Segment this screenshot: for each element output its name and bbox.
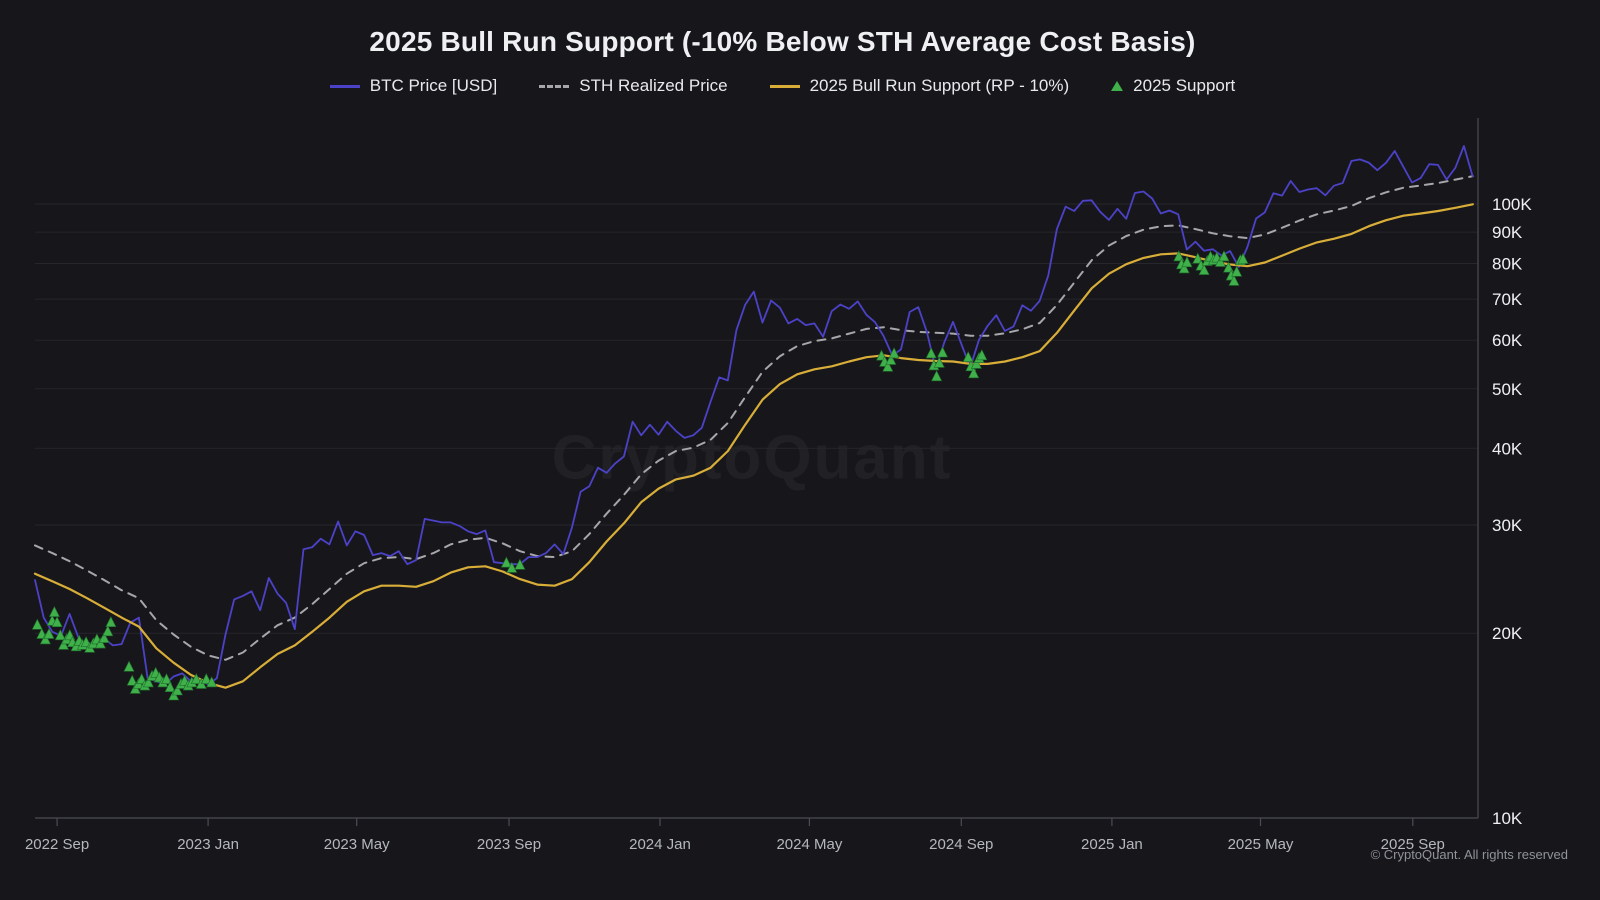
- x-tick-label: 2024 Sep: [929, 836, 993, 853]
- y-tick-label: 80K: [1492, 255, 1523, 274]
- x-tick-label: 2025 May: [1228, 836, 1294, 853]
- legend-item-bull-run-support[interactable]: 2025 Bull Run Support (RP - 10%): [769, 76, 1070, 96]
- sth-realized-price-dashed-line-icon: [539, 84, 570, 88]
- 2025-support-marker: [1198, 263, 1210, 275]
- 2025-support-marker: [102, 625, 114, 637]
- 2025-support-marker: [200, 673, 212, 684]
- 2025-support-marker: [1228, 274, 1240, 286]
- 2025-support-marker: [1181, 256, 1193, 268]
- chart-title: 2025 Bull Run Support (-10% Below STH Av…: [369, 26, 1196, 57]
- 2025-support-marker: [514, 558, 526, 570]
- 2025-support-marker: [500, 556, 512, 568]
- 2025-support-marker: [506, 561, 518, 573]
- support-triangle-icon: [1111, 81, 1124, 91]
- 2025-support-marker: [1192, 252, 1204, 264]
- 2025-support-marker: [164, 681, 176, 692]
- legend-label: BTC Price [USD]: [369, 76, 498, 95]
- 2025-support-marker: [190, 673, 202, 684]
- y-tick-label: 100K: [1492, 195, 1532, 214]
- 2025-support-marker: [171, 684, 183, 696]
- y-tick-label: 60K: [1492, 331, 1523, 350]
- legend-item-sth-realized-price[interactable]: STH Realized Price: [539, 76, 728, 96]
- x-tick-label: 2022 Sep: [25, 836, 89, 853]
- x-tick-label: 2025 Jan: [1081, 836, 1143, 853]
- 2025-support-marker: [123, 660, 135, 672]
- 2025-support-marker: [885, 353, 897, 365]
- y-tick-label: 70K: [1492, 290, 1523, 309]
- y-tick-label: 90K: [1492, 223, 1523, 242]
- legend-label: 2025 Bull Run Support (RP - 10%): [809, 76, 1070, 95]
- x-tick-label: 2025 Sep: [1381, 836, 1445, 853]
- y-tick-label: 30K: [1492, 516, 1523, 535]
- y-tick-label: 50K: [1492, 380, 1523, 399]
- 2025-support-marker: [1178, 262, 1190, 274]
- x-tick-label: 2023 Sep: [477, 836, 541, 853]
- 2025-support-marker: [1237, 252, 1249, 264]
- x-tick-label: 2024 May: [776, 836, 842, 853]
- legend-item-2025-support[interactable]: 2025 Support: [1111, 76, 1235, 96]
- 2025-support-marker: [962, 351, 974, 362]
- 2025-support-marker: [925, 347, 937, 359]
- x-tick-label: 2023 Jan: [177, 836, 239, 853]
- 2025-support-marker: [976, 349, 988, 361]
- 2025-support-marker: [43, 627, 55, 639]
- btc-price-usd-series-line: [34, 145, 1474, 686]
- copyright-text: © CryptoQuant. All rights reserved: [1370, 847, 1568, 862]
- bull-run-support-line-icon: [769, 84, 800, 88]
- 2025-support-marker: [39, 633, 51, 645]
- y-tick-label: 40K: [1492, 439, 1523, 458]
- 2025-support-marker: [1231, 265, 1243, 277]
- 2025-support-marker: [31, 618, 43, 630]
- sth-realized-price-series-line: [34, 175, 1474, 661]
- 2025-support-marker: [1218, 250, 1230, 262]
- 2025-support-marker: [933, 356, 945, 368]
- 2025-support-marker: [937, 346, 948, 358]
- 2025-support-marker: [98, 631, 110, 643]
- 2025-support-marker: [105, 616, 117, 627]
- 2025-support-marker: [126, 674, 138, 686]
- 2025-support-marker: [882, 360, 894, 372]
- 2025-support-marker: [1173, 250, 1185, 262]
- x-tick-label: 2023 May: [324, 836, 390, 853]
- 2025-support-marker: [48, 605, 60, 617]
- 2025-support-marker: [161, 673, 172, 684]
- 2025-support-marker: [95, 637, 106, 649]
- 2025-support-marker: [206, 676, 218, 688]
- 2025-support-marker: [142, 676, 154, 688]
- 2025-support-marker: [1223, 261, 1234, 273]
- 2025-support-marker: [931, 370, 943, 382]
- y-tick-label: 10K: [1492, 809, 1523, 828]
- chart-legend: BTC Price [USD] STH Realized Price 2025 …: [0, 76, 1565, 96]
- legend-label: STH Realized Price: [579, 76, 728, 95]
- btc-price-line-icon: [329, 84, 360, 88]
- legend-item-btc-price[interactable]: BTC Price [USD]: [329, 76, 498, 96]
- y-tick-label: 20K: [1492, 624, 1523, 643]
- legend-label: 2025 Support: [1133, 76, 1236, 95]
- 2025-support-marker: [1214, 255, 1226, 267]
- 2025-support-marker: [51, 616, 63, 627]
- 2025-bull-run-support-rp-10-series-line: [33, 203, 1474, 689]
- 2025-support-marker: [888, 347, 900, 359]
- 2025-support-marker: [968, 367, 980, 379]
- x-tick-label: 2024 Jan: [629, 836, 691, 853]
- 2025-support-marker: [54, 629, 66, 641]
- 2025-support-marker: [970, 357, 982, 369]
- 2025-support-marker: [58, 638, 69, 650]
